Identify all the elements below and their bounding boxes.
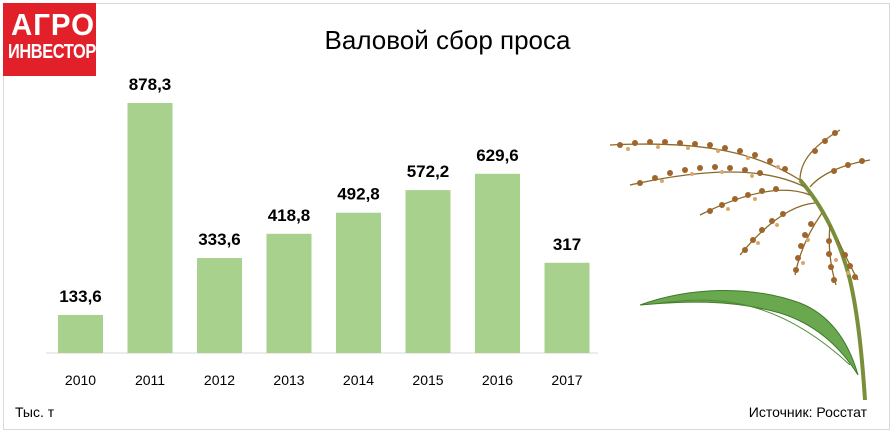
bar-2016: [475, 173, 520, 353]
category-label-2017: 2017: [551, 372, 582, 388]
bar-2011: [127, 103, 173, 353]
value-label-2016: 629,6: [476, 146, 519, 165]
units-label: Тыс. т: [15, 404, 55, 420]
category-label-2013: 2013: [273, 372, 304, 388]
chart-frame: [3, 3, 890, 430]
bar-2010: [58, 314, 103, 353]
value-label-2010: 133,6: [59, 287, 102, 306]
bar-2017: [544, 262, 590, 353]
value-label-2013: 418,8: [268, 206, 311, 225]
bar-2012: [197, 258, 242, 353]
value-label-2011: 878,3: [129, 75, 172, 94]
category-label-2014: 2014: [343, 372, 374, 388]
bar-2013: [266, 233, 312, 353]
source-label: Источник: Росстат: [748, 404, 867, 420]
value-label-2014: 492,8: [337, 185, 380, 204]
category-label-2011: 2011: [135, 372, 165, 388]
agroinvestor-logo: АГРО ИНВЕСТОР: [3, 3, 96, 76]
logo-line-1: АГРО: [11, 7, 95, 42]
category-label-2010: 2010: [65, 372, 96, 388]
category-label-2015: 2015: [412, 372, 443, 388]
chart-title: Валовой сбор проса: [324, 25, 571, 55]
value-label-2017: 317: [553, 235, 581, 254]
bar-chart: 133,6 2010 878,3 2011 333,6 2012 418,8 2013 492,…: [46, 75, 598, 388]
category-label-2012: 2012: [204, 372, 235, 388]
value-label-2012: 333,6: [198, 230, 241, 249]
logo-line-2: ИНВЕСТОР: [8, 41, 96, 63]
bar-2014: [336, 212, 381, 353]
value-label-2015: 572,2: [407, 162, 450, 181]
category-label-2016: 2016: [482, 372, 513, 388]
millet-plant-illustration: [609, 129, 871, 400]
bar-2015: [405, 190, 451, 353]
